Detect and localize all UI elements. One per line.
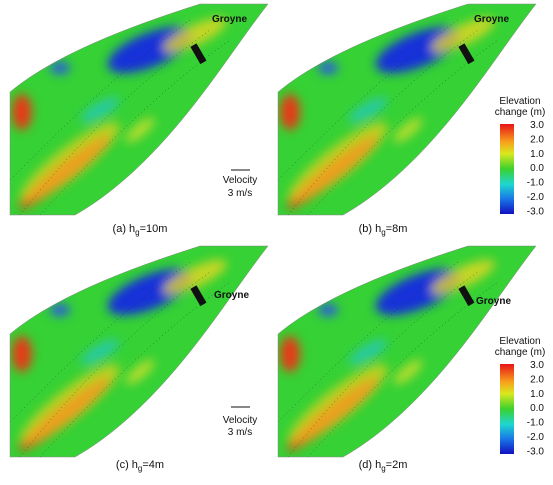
caption: (d) hg=2m	[359, 459, 408, 473]
velocity-label: Velocity	[223, 415, 257, 426]
panel-c: Groyne Velocity 3 m/s (c) hg=4m	[0, 242, 280, 473]
groyne-label: Groyne	[474, 14, 509, 25]
colorbar-tick-label: -1.0	[527, 178, 545, 189]
colorbar-title: change (m)	[495, 107, 546, 118]
colorbar-tick-label: 1.0	[530, 149, 544, 160]
colorbar-tick-label: 1.0	[530, 389, 544, 400]
colorbar-tick-label: 3.0	[530, 120, 544, 131]
colorbar-tick-label: 0.0	[530, 403, 544, 414]
colorbar-title: Elevation	[499, 96, 540, 107]
velocity-label: Velocity	[223, 175, 257, 186]
colorbar-title: Elevation	[499, 336, 540, 347]
colorbar-tick-label: 2.0	[530, 374, 544, 385]
groyne-label: Groyne	[212, 14, 247, 25]
colorbar-gradient	[500, 364, 514, 454]
caption: (b) hg=8m	[359, 223, 408, 237]
groyne-label: Groyne	[476, 296, 511, 307]
panel-a: Groyne Velocity 3 m/s (a) hg=10m	[0, 0, 280, 237]
velocity-scale: 3 m/s	[228, 188, 252, 199]
colorbar-tick-label: 0.0	[530, 163, 544, 174]
colorbar-tick-label: -1.0	[527, 418, 545, 429]
figure: Groyne Velocity 3 m/s (a) hg=10m Groyne …	[0, 0, 553, 485]
colorbar-title: change (m)	[495, 347, 546, 358]
velocity-scale: 3 m/s	[228, 427, 252, 438]
colorbar-tick-label: -3.0	[527, 206, 545, 217]
colorbar-tick-label: -3.0	[527, 446, 545, 457]
colorbar-tick-label: -2.0	[527, 192, 545, 203]
map	[0, 0, 280, 220]
colorbar-tick-label: -2.0	[527, 432, 545, 443]
caption: (c) hg=4m	[116, 459, 164, 473]
caption: (a) hg=10m	[113, 223, 168, 237]
colorbar-tick-label: 3.0	[530, 360, 544, 371]
colorbar-tick-label: 2.0	[530, 134, 544, 145]
colorbar-gradient	[500, 124, 514, 214]
groyne-label: Groyne	[214, 290, 249, 301]
